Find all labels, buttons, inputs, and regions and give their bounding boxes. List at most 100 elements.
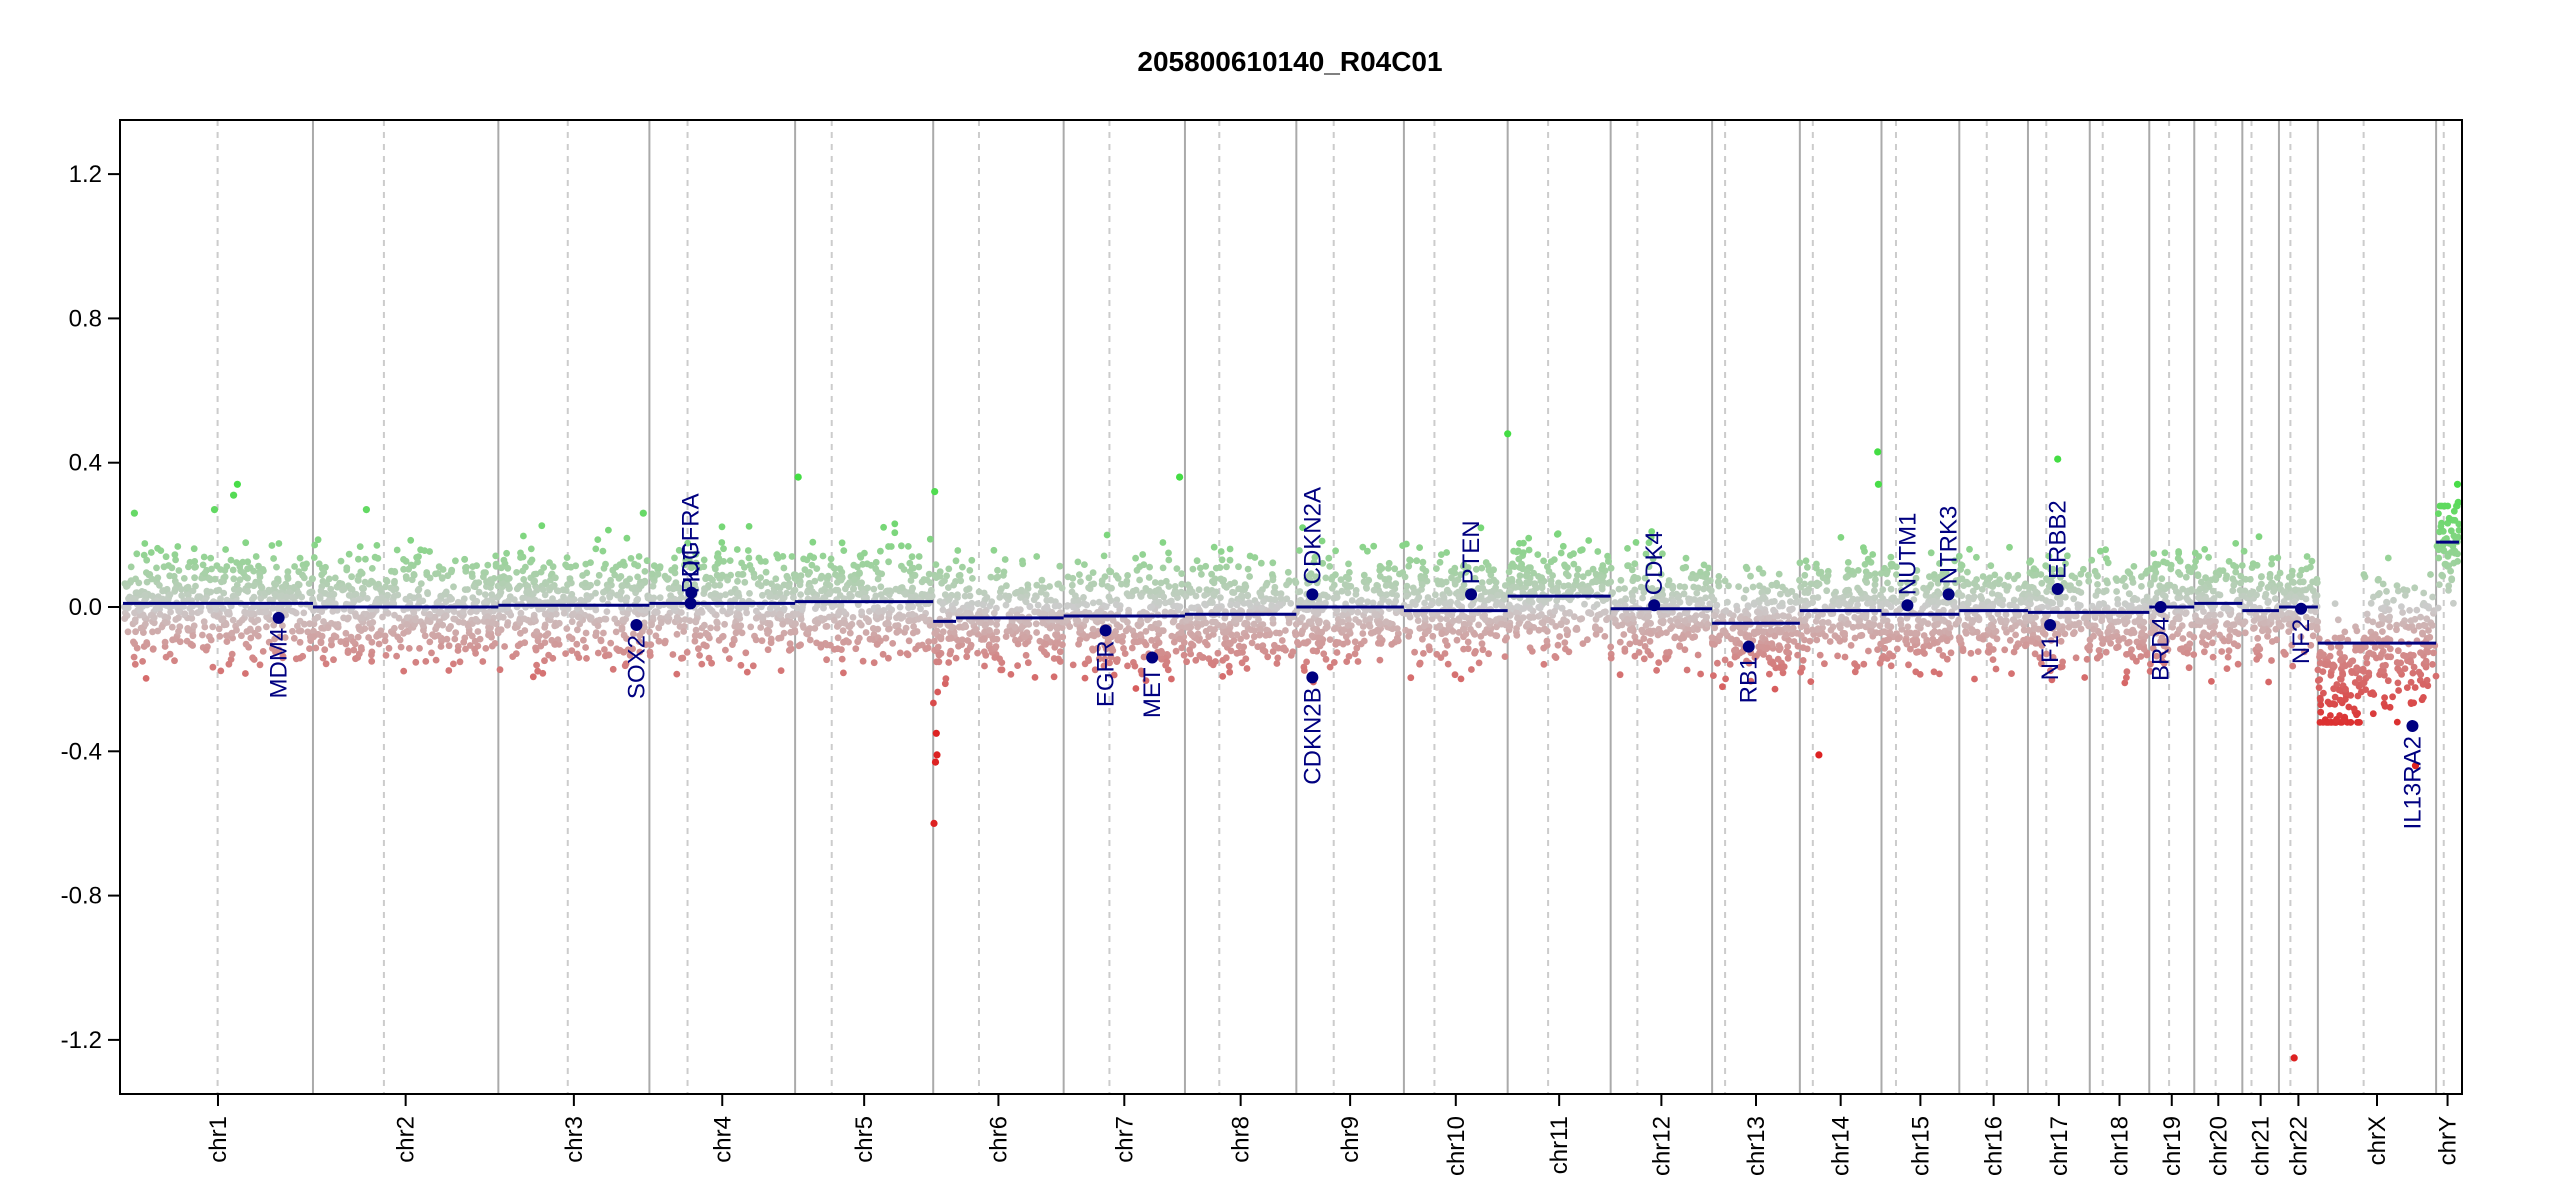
probe-point xyxy=(570,596,578,603)
probe-point xyxy=(655,637,663,645)
probe-point xyxy=(1218,556,1226,564)
probe-point xyxy=(1988,590,1996,597)
probe-point xyxy=(1112,601,1120,609)
probe-point xyxy=(1285,619,1293,627)
probe-point xyxy=(1433,565,1440,572)
probe-point xyxy=(527,558,534,566)
probe-point xyxy=(175,607,183,615)
probe-point xyxy=(594,649,602,657)
probe-point xyxy=(987,573,995,581)
probe-point xyxy=(1082,617,1090,624)
probe-point xyxy=(337,638,345,645)
probe-point xyxy=(1170,617,1178,625)
probe-point xyxy=(513,569,520,576)
probe-point xyxy=(229,616,237,624)
probe-point xyxy=(1023,619,1031,626)
probe-point xyxy=(910,564,917,572)
probe-point xyxy=(885,558,892,566)
probe-point xyxy=(1139,551,1147,558)
probe-point xyxy=(223,563,231,570)
probe-point xyxy=(1674,619,1681,626)
probe-point xyxy=(1564,572,1572,580)
probe-point xyxy=(1132,554,1139,562)
probe-point xyxy=(201,596,209,604)
probe-point xyxy=(656,564,664,572)
probe-point xyxy=(601,646,608,653)
probe-point xyxy=(1593,601,1601,608)
probe-point xyxy=(551,640,559,648)
probe-point xyxy=(492,562,500,570)
probe-point xyxy=(378,594,385,602)
probe-point xyxy=(1684,631,1692,638)
probe-point xyxy=(136,606,144,614)
probe-point xyxy=(1557,549,1565,557)
probe-point xyxy=(1370,542,1378,550)
probe-point xyxy=(661,639,669,647)
probe-point xyxy=(296,654,304,662)
probe-point xyxy=(1822,632,1829,640)
probe-point xyxy=(1034,601,1042,609)
probe-point xyxy=(350,646,358,654)
probe-point xyxy=(137,624,145,632)
probe-point xyxy=(504,621,511,629)
probe-point xyxy=(156,611,164,618)
probe-point xyxy=(1939,652,1947,659)
probe-point xyxy=(1124,618,1131,626)
probe-point xyxy=(1455,593,1463,601)
probe-point xyxy=(288,594,296,601)
probe-point xyxy=(400,565,407,573)
probe-point xyxy=(1354,658,1362,665)
probe-point xyxy=(992,643,1000,650)
probe-point xyxy=(1359,630,1367,637)
probe-point xyxy=(1211,626,1218,633)
probe-point xyxy=(1816,651,1824,659)
probe-point xyxy=(834,586,842,594)
probe-point xyxy=(1756,609,1764,617)
probe-point xyxy=(1477,592,1485,600)
probe-point xyxy=(376,631,383,639)
probe-point xyxy=(1344,622,1352,629)
probe-point xyxy=(1965,580,1972,588)
probe-point xyxy=(162,653,170,661)
probe-point xyxy=(1943,637,1951,645)
probe-point xyxy=(1207,659,1215,667)
probe-point xyxy=(1561,639,1569,646)
probe-point xyxy=(1759,628,1767,636)
probe-point xyxy=(1584,569,1592,577)
probe-point xyxy=(1814,613,1822,621)
probe-point xyxy=(808,588,816,595)
probe-point xyxy=(1732,646,1740,653)
probe-point xyxy=(431,613,439,621)
probe-point xyxy=(504,564,512,572)
probe-point xyxy=(1881,644,1889,652)
probe-point xyxy=(422,658,430,665)
probe-point xyxy=(574,605,581,612)
probe-point xyxy=(1487,594,1494,601)
probe-point xyxy=(800,555,807,563)
probe-point xyxy=(1824,572,1832,579)
probe-point xyxy=(777,611,785,619)
probe-point xyxy=(271,635,278,643)
probe-point xyxy=(450,583,457,591)
probe-point xyxy=(150,619,158,627)
probe-point xyxy=(716,592,724,600)
probe-point xyxy=(673,630,681,638)
probe-point xyxy=(898,584,906,591)
probe-point xyxy=(692,617,700,625)
probe-point xyxy=(1513,631,1521,639)
probe-point xyxy=(161,638,169,646)
probe-point xyxy=(1934,620,1941,628)
probe-point xyxy=(390,600,398,608)
probe-point xyxy=(989,635,997,643)
probe-point xyxy=(1042,640,1050,648)
probe-point xyxy=(519,567,527,575)
probe-point xyxy=(1000,568,1008,576)
probe-point xyxy=(862,629,870,636)
probe-point xyxy=(1632,638,1640,646)
probe-point xyxy=(1345,616,1352,624)
probe-point xyxy=(1284,568,1292,576)
probe-point xyxy=(358,584,366,592)
probe-point xyxy=(582,629,590,637)
probe-point xyxy=(1377,640,1385,647)
probe-point xyxy=(497,626,505,634)
